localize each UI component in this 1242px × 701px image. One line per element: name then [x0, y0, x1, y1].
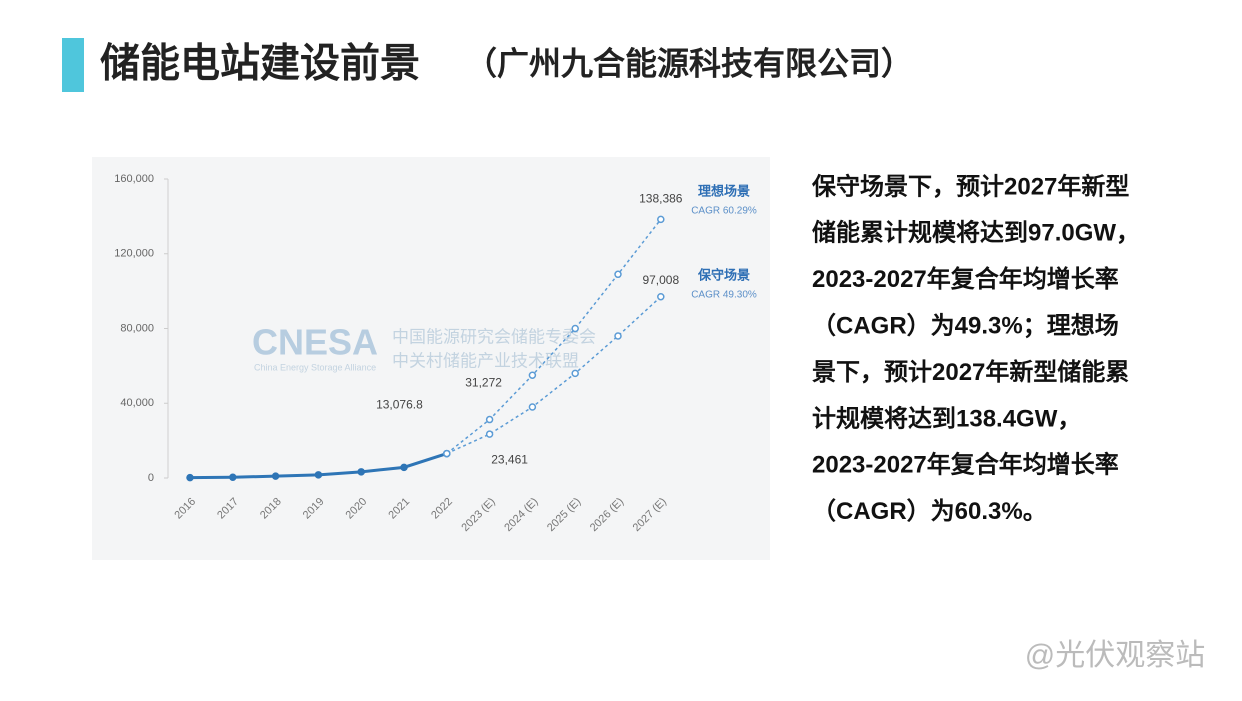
paragraph-line: 保守场景下，预计2027年新型	[811, 172, 1129, 200]
data-point	[528, 371, 537, 379]
watermark-org: 中国能源研究会储能专委会	[392, 327, 596, 346]
y-tick-label: 160,000	[114, 173, 154, 185]
data-label: 97,008	[642, 273, 679, 287]
paragraph-line: 2023-2027年复合年均增长率	[812, 451, 1119, 479]
series-name: 保守场景	[697, 267, 750, 282]
slide-subtitle: （广州九合能源科技有限公司）	[465, 45, 913, 81]
paragraph-line: （CAGR）为49.3%；理想场	[812, 313, 1119, 340]
data-point	[614, 332, 622, 340]
data-label: 13,076.8	[376, 398, 423, 412]
watermark-org-en: China Energy Storage Alliance	[254, 362, 376, 372]
paragraph-line: 2023-2027年复合年均增长率	[812, 265, 1119, 293]
data-point	[443, 449, 451, 458]
data-point	[271, 472, 280, 480]
y-tick-label: 40,000	[120, 397, 154, 409]
watermark: @光伏观察站	[1025, 639, 1205, 672]
data-point	[400, 463, 408, 472]
y-tick-label: 80,000	[120, 322, 154, 334]
y-tick-label: 120,000	[114, 248, 154, 260]
data-point	[314, 471, 323, 479]
data-point	[485, 415, 494, 424]
data-label: 23,461	[491, 452, 528, 466]
data-point	[657, 215, 665, 224]
series-line	[446, 218, 662, 455]
slide-title: 储能电站建设前景	[100, 42, 420, 86]
data-point	[571, 369, 579, 378]
paragraph-line: 景下，预计2027年新型储能累	[812, 358, 1129, 386]
data-point	[614, 270, 622, 279]
series-cagr: CAGR 60.29%	[691, 206, 757, 217]
data-label: 138,386	[639, 192, 683, 206]
series-name: 理想场景	[698, 183, 750, 198]
data-point	[528, 403, 537, 411]
watermark-org: 中关村储能产业技术联盟	[392, 351, 579, 370]
watermark-logo: CNESA	[252, 322, 378, 363]
data-point	[357, 468, 365, 476]
y-tick-label: 0	[148, 472, 154, 484]
data-point	[229, 473, 237, 482]
data-point	[571, 324, 579, 333]
data-point	[657, 292, 665, 301]
title-bar	[62, 38, 84, 92]
series-cagr: CAGR 49.30%	[691, 290, 757, 301]
data-point	[186, 473, 194, 482]
data-label: 31,272	[465, 376, 502, 390]
paragraph-line: 储能累计规模将达到97.0GW，	[812, 219, 1140, 247]
data-point	[485, 430, 494, 438]
paragraph-line: （CAGR）为60.3%。	[812, 498, 1047, 525]
series-line	[446, 296, 662, 455]
paragraph-line: 计规模将达到138.4GW，	[812, 405, 1081, 432]
